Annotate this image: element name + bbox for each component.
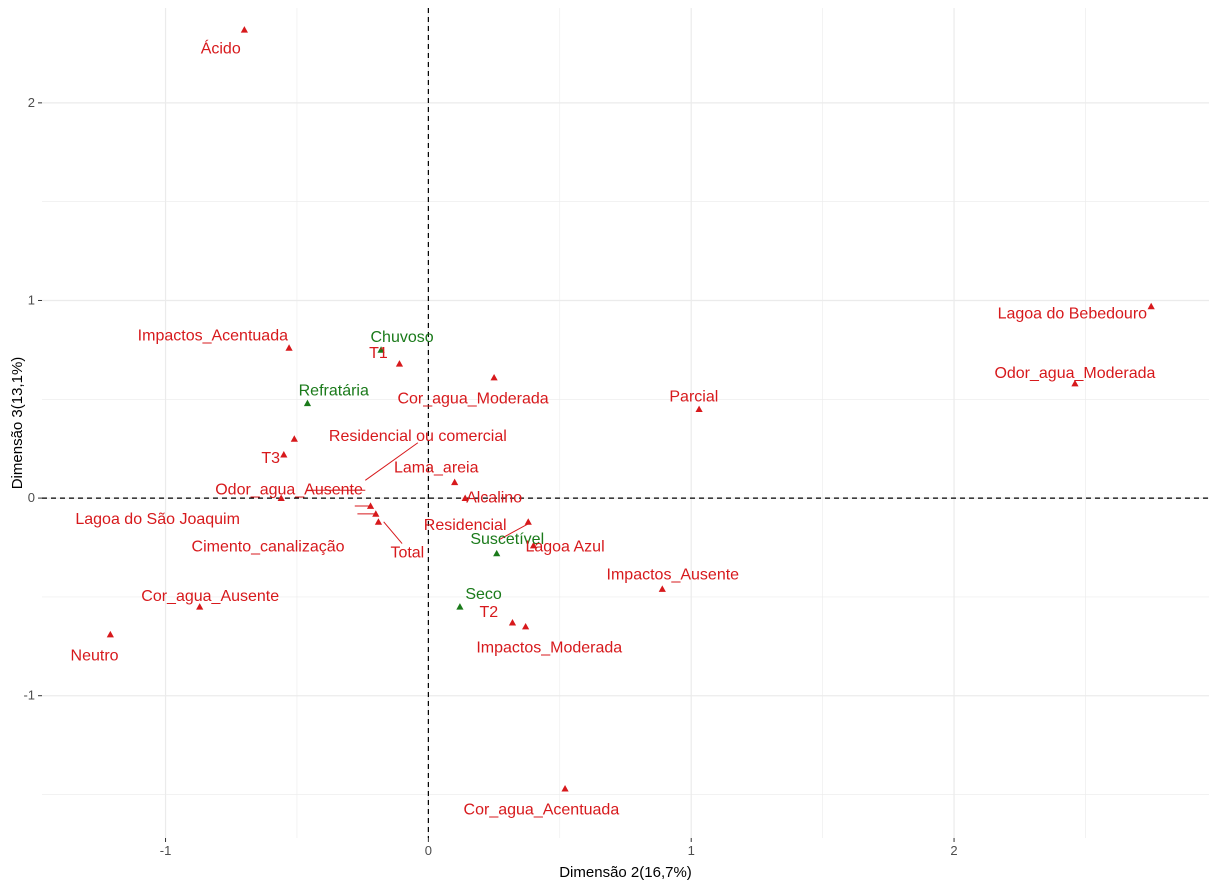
point-label: Impactos_Acentuada (138, 327, 288, 344)
point-marker (1071, 379, 1079, 387)
point-label: Neutro (71, 647, 119, 664)
x-axis-title: Dimensão 2(16,7%) (559, 864, 692, 881)
point-marker (561, 784, 569, 792)
point-label: Impactos_Ausente (607, 566, 740, 583)
point-label: Lagoa do São Joaquim (75, 511, 240, 528)
y-tick-label: 1 (28, 292, 35, 307)
point-label: Residencial ou comercial (329, 428, 507, 445)
point-label: T2 (479, 604, 498, 621)
point-marker (490, 373, 498, 381)
point-label: Suscetível (470, 531, 544, 548)
x-tick-label: 0 (425, 843, 432, 858)
y-axis-ticks: -1 0 1 2 (23, 95, 42, 703)
point-label: Cor_agua_Ausente (141, 588, 279, 605)
point-label: T3 (261, 450, 280, 467)
leader-line (364, 442, 419, 481)
point-marker (395, 360, 404, 367)
point-label: Lagoa do Bebedouro (998, 306, 1148, 323)
point-label: Refratária (299, 383, 369, 400)
point-label: Cor_agua_Acentuada (464, 802, 620, 819)
point-label: T1 (369, 345, 388, 362)
point-label: Lagoa Azul (525, 539, 604, 556)
x-tick-label: 1 (688, 843, 695, 858)
point-marker (524, 518, 532, 525)
point-marker (303, 399, 312, 407)
y-axis-title: Dimensão 3(13,1%) (9, 357, 26, 490)
point-marker (377, 346, 385, 353)
point-label: Lama_areia (394, 460, 479, 477)
point-marker (493, 549, 501, 557)
point-marker (456, 603, 464, 610)
point-label: Cimento_canalização (192, 539, 345, 556)
point-marker (280, 451, 288, 458)
label-leader-lines (307, 442, 529, 544)
point-marker (522, 622, 530, 630)
x-tick-label: 2 (950, 843, 957, 858)
y-tick-label: -1 (23, 688, 35, 703)
data-points (106, 26, 1155, 792)
point-marker (106, 630, 114, 638)
point-marker (658, 585, 666, 592)
point-marker (461, 494, 469, 501)
leader-line (499, 523, 529, 541)
leader-line (383, 521, 403, 544)
x-axis-ticks: -1 0 1 2 (160, 838, 958, 858)
point-marker (529, 541, 538, 549)
point-marker (285, 344, 293, 351)
point-marker (372, 510, 380, 517)
point-label: Seco (465, 586, 502, 603)
point-label: Parcial (669, 389, 718, 406)
point-marker (366, 502, 375, 509)
point-marker (196, 603, 204, 610)
point-marker (240, 26, 248, 33)
point-label: Alcalino (466, 489, 522, 506)
point-marker (695, 405, 703, 413)
point-label: Total (390, 545, 424, 562)
point-label: Odor_agua_Ausente (215, 481, 363, 498)
point-marker (508, 618, 517, 626)
y-tick-label: 0 (28, 490, 35, 505)
point-label: Chuvoso (371, 329, 434, 346)
point-labels: Ácido Lagoa do Bebedouro Odor_agua_Moderad… (71, 39, 1156, 819)
point-marker (374, 518, 383, 525)
point-label: Residencial (424, 517, 507, 534)
point-label: Odor_agua_Moderada (994, 365, 1155, 382)
reference-lines (42, 8, 1209, 838)
y-tick-label: 2 (28, 95, 35, 110)
x-tick-label: -1 (160, 843, 172, 858)
point-marker (1147, 302, 1155, 310)
point-marker (277, 494, 285, 501)
point-label: Cor_agua_Moderada (397, 391, 548, 408)
point-label: Ácido (201, 39, 241, 58)
plot-panel (42, 8, 1209, 838)
point-marker (451, 478, 459, 486)
point-marker (290, 435, 298, 442)
point-label: Impactos_Moderada (476, 640, 622, 657)
